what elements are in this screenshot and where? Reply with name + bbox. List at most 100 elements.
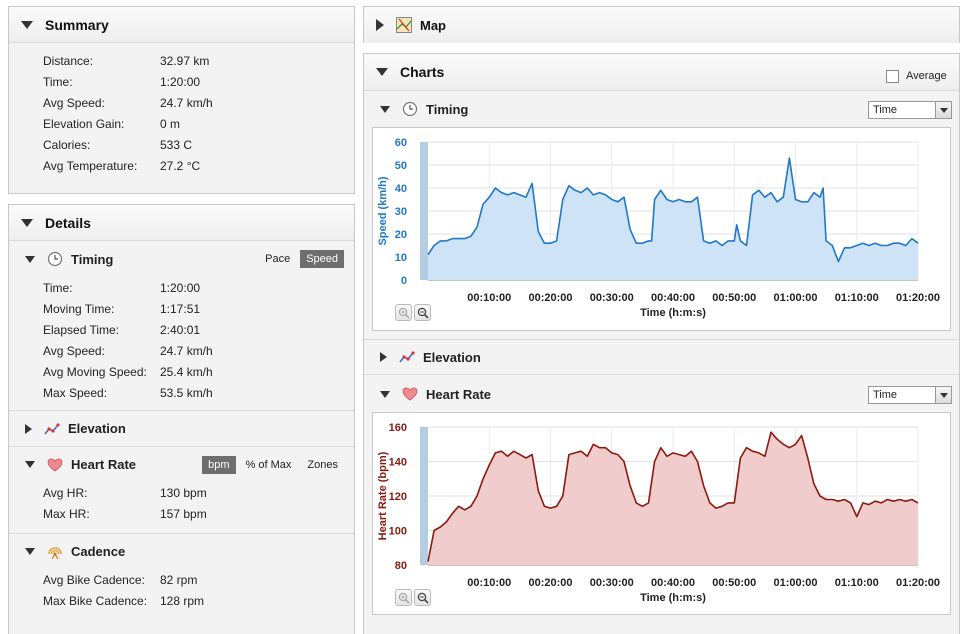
stat-label: Avg Temperature: — [43, 158, 138, 173]
charts-elevation-title: Elevation — [423, 349, 481, 365]
lap-band — [420, 142, 428, 280]
timing-x-axis-select[interactable]: Time — [868, 101, 952, 119]
stat-row: Avg HR: 130 bpm — [9, 482, 354, 503]
clock-icon — [402, 101, 418, 117]
zoom-in-button[interactable] — [395, 589, 412, 606]
pace-toggle-button[interactable]: Pace — [265, 253, 291, 265]
collapse-icon[interactable] — [25, 255, 35, 263]
zoom-out-button[interactable] — [414, 304, 431, 321]
map-icon — [396, 17, 412, 33]
stat-label: Avg Moving Speed: — [43, 364, 147, 379]
stat-label: Max HR: — [43, 506, 90, 521]
x-tick-label: 01:00:00 — [773, 292, 817, 304]
collapse-icon[interactable] — [25, 461, 35, 468]
charts-header[interactable]: Charts Average — [364, 54, 959, 91]
stat-value: 1:20:00 — [160, 280, 201, 295]
series-area — [428, 432, 918, 565]
average-checkbox[interactable] — [886, 70, 899, 83]
series-line[interactable] — [427, 157, 919, 263]
details-timing-title: Timing — [71, 251, 114, 267]
y-tick-label: 20 — [395, 229, 407, 241]
stat-label: Time: — [43, 280, 73, 295]
chevron-down-icon[interactable] — [935, 102, 951, 118]
stat-row: Time: 1:20:00 — [9, 71, 354, 92]
details-timing-header[interactable]: Timing Pace Speed — [9, 241, 354, 277]
hr-x-axis-select[interactable]: Time — [868, 386, 952, 404]
y-axis-label: Heart Rate (bpm) — [377, 451, 389, 540]
stat-row: Max HR: 157 bpm — [9, 503, 354, 524]
cadence-icon — [47, 544, 63, 560]
stat-value: 1:20:00 — [160, 74, 201, 89]
summary-header[interactable]: Summary — [9, 7, 354, 43]
zoom-out-button[interactable] — [414, 589, 431, 606]
charts-elevation-header[interactable]: Elevation — [364, 339, 959, 375]
charts-timing-header[interactable]: Timing Time — [364, 91, 959, 127]
details-elevation-header[interactable]: Elevation — [9, 410, 354, 446]
stat-value: 2:40:01 — [160, 322, 201, 337]
stat-row: Moving Time: 1:17:51 — [9, 298, 354, 319]
expand-icon[interactable] — [376, 19, 384, 31]
charts-heart-rate-header[interactable]: Heart Rate Time — [364, 376, 959, 412]
hr-select-value: Time — [873, 389, 898, 401]
stat-value: 27.2 °C — [160, 158, 201, 173]
details-cadence-header[interactable]: Cadence — [9, 533, 354, 569]
x-tick-label: 00:40:00 — [651, 292, 695, 304]
stat-label: Avg Speed: — [43, 95, 105, 110]
timing-list: Time: 1:20:00 Moving Time: 1:17:51 Elapsed T… — [9, 277, 354, 410]
elevation-icon — [399, 349, 415, 365]
details-cadence-title: Cadence — [71, 544, 126, 559]
y-tick-label: 40 — [395, 183, 407, 195]
stat-row: Calories: 533 C — [9, 134, 354, 155]
stat-value: 1:17:51 — [160, 301, 201, 316]
y-tick-label: 60 — [395, 137, 407, 149]
speed-toggle-button[interactable]: Speed — [300, 250, 344, 268]
speed-chart: 0 10 20 30 40 50 60 00:10:00 00:20:00 00:30:00 00:… — [372, 127, 951, 331]
zones-toggle-button[interactable]: Zones — [307, 459, 338, 471]
x-tick-label: 00:30:00 — [590, 292, 634, 304]
stat-value: 53.5 km/h — [160, 385, 213, 400]
y-tick-label: 100 — [389, 526, 407, 538]
collapse-icon[interactable] — [380, 105, 390, 113]
stat-label: Calories: — [43, 137, 91, 152]
stat-value: 533 C — [160, 137, 193, 152]
collapse-icon[interactable] — [25, 548, 35, 555]
collapse-icon[interactable] — [21, 20, 33, 29]
y-tick-label: 80 — [395, 560, 407, 572]
stat-label: Max Bike Cadence: — [43, 593, 148, 608]
x-tick-label: 00:40:00 — [651, 577, 695, 589]
details-elevation-title: Elevation — [68, 421, 126, 436]
y-axis-label: Speed (km/h) — [377, 176, 389, 245]
stat-value: 82 rpm — [160, 572, 198, 587]
y-tick-label: 10 — [395, 252, 407, 264]
x-axis-label: Time (h:m:s) — [640, 592, 706, 604]
elevation-icon — [44, 421, 60, 437]
map-title: Map — [420, 17, 446, 33]
charts-panel: Charts Average Timing Time 0 10 20 30 40 50 60… — [363, 53, 960, 634]
details-heart-rate-header[interactable]: Heart Rate bpm % of Max Zones — [9, 446, 354, 482]
y-tick-label: 50 — [395, 160, 407, 172]
stat-row: Max Bike Cadence: 128 rpm — [9, 590, 354, 611]
zoom-in-button[interactable] — [395, 304, 412, 321]
details-panel: Details Timing Pace Speed Time: 1:20:00 Mo… — [8, 204, 355, 634]
x-tick-label: 01:20:00 — [896, 292, 940, 304]
collapse-icon[interactable] — [376, 68, 388, 76]
expand-icon[interactable] — [25, 423, 32, 434]
stat-row: Avg Speed: 24.7 km/h — [9, 92, 354, 113]
chevron-down-icon[interactable] — [935, 387, 951, 403]
collapse-icon[interactable] — [380, 390, 390, 398]
stat-row: Max Speed: 53.5 km/h — [9, 382, 354, 403]
stat-label: Elevation Gain: — [43, 116, 125, 131]
summary-list: Distance: 32.97 km Time: 1:20:00 Avg Speed: 2… — [9, 43, 354, 176]
map-header[interactable]: Map — [364, 7, 959, 43]
details-heart-rate-title: Heart Rate — [71, 457, 137, 472]
bpm-toggle-button[interactable]: bpm — [202, 456, 236, 474]
stat-row: Elevation Gain: 0 m — [9, 113, 354, 134]
details-header[interactable]: Details — [9, 205, 354, 241]
charts-title: Charts — [400, 64, 445, 80]
cadence-list: Avg Bike Cadence: 82 rpm Max Bike Cadence:… — [9, 569, 354, 611]
series-line[interactable] — [427, 431, 919, 562]
pace-speed-toggle: Pace Speed — [255, 250, 344, 268]
expand-icon[interactable] — [380, 352, 387, 362]
collapse-icon[interactable] — [21, 218, 33, 227]
percent-max-toggle-button[interactable]: % of Max — [245, 459, 292, 471]
